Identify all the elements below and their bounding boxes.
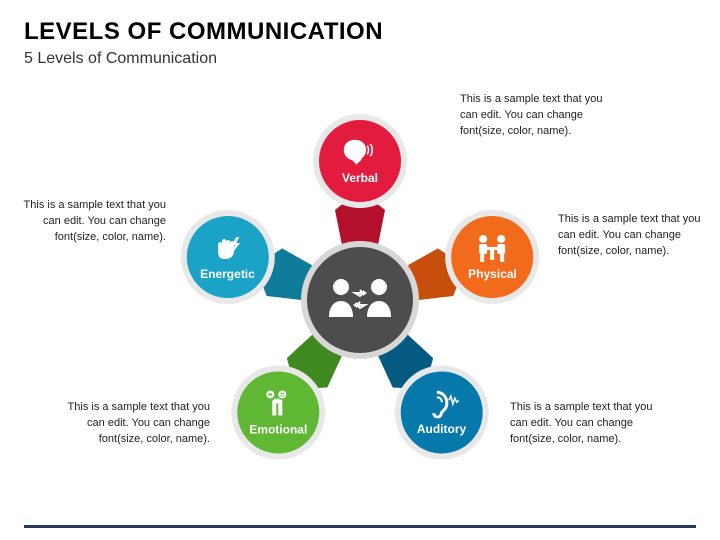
node-verbal: Verbal — [313, 114, 407, 208]
footer-divider — [24, 525, 696, 528]
header: LEVELS OF COMMUNICATION 5 Levels of Comm… — [0, 0, 720, 76]
two-people-table-icon — [475, 233, 509, 263]
diagram-stage: Verbal Physical Auditory Emotional Energ… — [0, 80, 720, 520]
page-title: LEVELS OF COMMUNICATION — [24, 18, 696, 46]
page-subtitle: 5 Levels of Communication — [24, 50, 696, 68]
node-energetic: Energetic — [169, 198, 287, 316]
node-label-auditory: Auditory — [417, 422, 466, 436]
node-label-physical: Physical — [468, 267, 517, 281]
desc-energetic: This is a sample text that you can edit.… — [16, 198, 166, 246]
node-label-verbal: Verbal — [342, 171, 378, 185]
desc-auditory: This is a sample text that you can edit.… — [510, 400, 660, 448]
desc-physical: This is a sample text that you can edit.… — [558, 212, 708, 260]
node-label-emotional: Emotional — [249, 422, 307, 436]
node-physical: Physical — [433, 198, 551, 316]
head-speaking-icon — [343, 137, 377, 167]
people-exchange-icon — [325, 275, 395, 325]
ear-wave-icon — [425, 388, 459, 418]
hand-emotions-icon — [261, 388, 295, 418]
desc-verbal: This is a sample text that you can edit.… — [460, 92, 610, 140]
fist-bolt-icon — [211, 233, 245, 263]
center-circle — [301, 241, 419, 359]
node-label-energetic: Energetic — [200, 267, 255, 281]
desc-emotional: This is a sample text that you can edit.… — [60, 400, 210, 448]
